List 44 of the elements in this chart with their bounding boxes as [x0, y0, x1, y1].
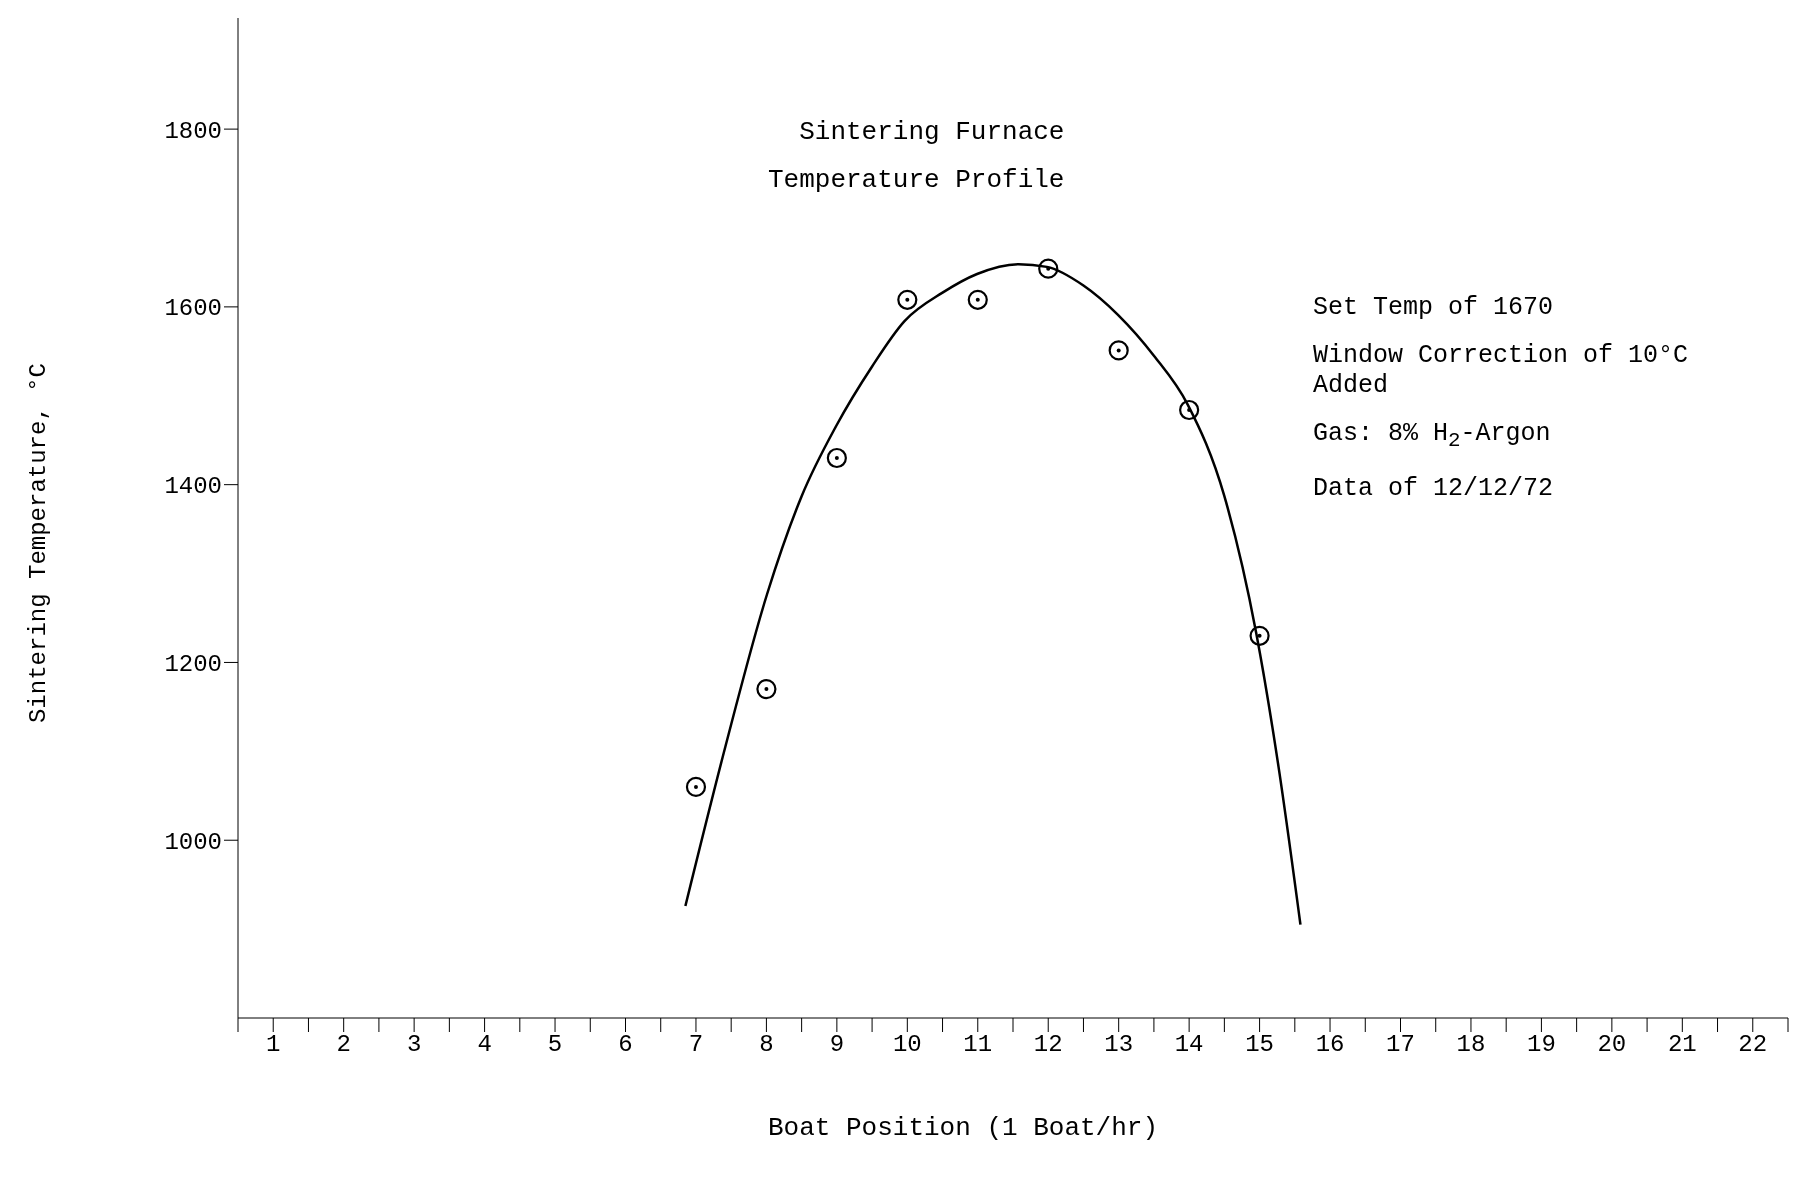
point [1179, 399, 1200, 421]
x-tick-label: 5 [547, 1031, 563, 1059]
x-tick-label: 8 [759, 1031, 774, 1059]
x-tick-label: 3 [406, 1031, 422, 1059]
x-tick-label: 21 [1667, 1031, 1697, 1059]
annotation: Data of 12/12/72 [1313, 474, 1554, 503]
annotation: Set Temp of 1670 [1313, 293, 1554, 322]
point [1108, 340, 1129, 361]
x-tick-label: 12 [1033, 1031, 1063, 1059]
point [1038, 258, 1059, 279]
x-tick-label: 19 [1527, 1031, 1556, 1059]
x-tick-label: 2 [336, 1031, 351, 1059]
point [685, 776, 707, 797]
x-axis-title: Boat Position (1 Boat/hr) [766, 1113, 1160, 1143]
text: Temperature Profile [768, 164, 1065, 197]
y-tick-label: 1000 [164, 828, 222, 856]
x-tick-label: 1 [266, 1031, 281, 1059]
point [1249, 625, 1270, 646]
x-tick-label: 17 [1386, 1031, 1415, 1059]
y-tick-label: 1400 [164, 473, 222, 501]
x-tick-label: 10 [892, 1031, 922, 1059]
x-tick-label: 11 [963, 1031, 993, 1059]
point [897, 289, 918, 310]
point [756, 679, 777, 700]
y-tick-label: 1200 [164, 650, 222, 678]
x-tick-label: 9 [829, 1031, 845, 1059]
x-tick-label: 7 [688, 1031, 704, 1059]
y-tick-label: 1800 [164, 117, 222, 145]
point [826, 447, 847, 469]
x-tick-label: 15 [1245, 1031, 1274, 1059]
x-tick-label: 20 [1597, 1031, 1627, 1059]
x-tick-label: 13 [1104, 1031, 1134, 1059]
point [967, 289, 988, 310]
x-tick-label: 22 [1738, 1031, 1768, 1059]
x-tick-label: 6 [618, 1031, 633, 1059]
annotation: Gas: 8% H$_{2}$-Argon [1313, 419, 1551, 452]
x-tick-label: 16 [1315, 1031, 1345, 1059]
annotation: Window Correction of 10°C Added [1313, 341, 1689, 400]
x-tick-label: 14 [1174, 1031, 1204, 1059]
text: Sintering Furnace [798, 116, 1065, 149]
x-tick-label: 18 [1456, 1031, 1486, 1059]
y-tick-label: 1600 [164, 295, 222, 323]
x-tick-label: 4 [477, 1031, 492, 1059]
y-axis-title: Sintering Temperature, °C [24, 362, 52, 724]
